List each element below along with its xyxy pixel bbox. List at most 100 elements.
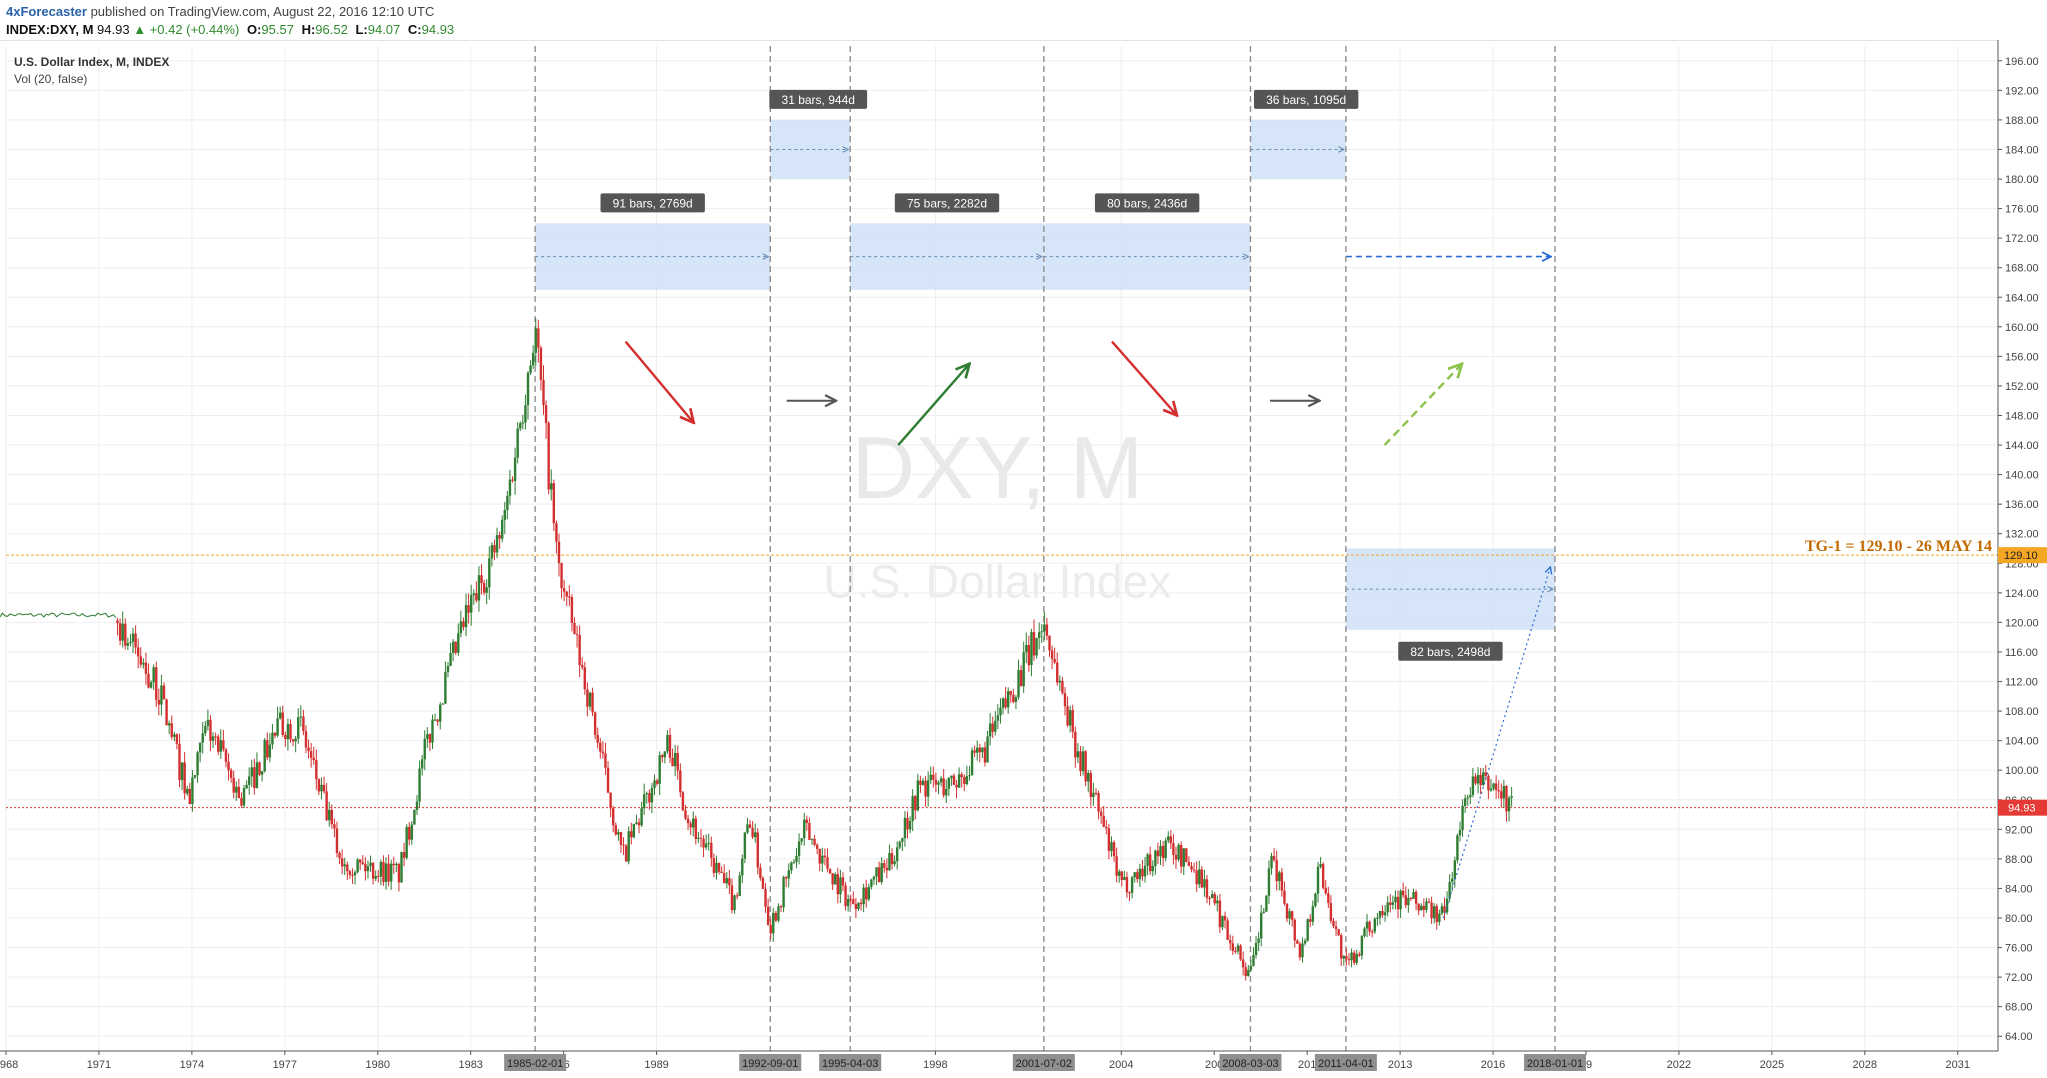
candle-body xyxy=(875,867,878,877)
candle-body xyxy=(470,595,473,613)
candle-body xyxy=(175,734,179,744)
price-tick-label: 136.00 xyxy=(2005,499,2039,511)
range-label: 91 bars, 2769d xyxy=(613,196,693,210)
candle-body xyxy=(947,777,951,789)
candle-body xyxy=(500,519,504,539)
candle-body xyxy=(761,877,765,889)
candle-body xyxy=(1120,871,1123,880)
candle-body xyxy=(1262,911,1265,913)
price-tick-label: 192.00 xyxy=(2005,85,2039,97)
candle-body xyxy=(748,824,752,828)
candle-body xyxy=(637,822,641,826)
candle-body xyxy=(872,876,876,880)
candle-body xyxy=(1298,943,1302,958)
candle-body xyxy=(1017,670,1020,698)
author-link[interactable]: 4xForecaster xyxy=(6,4,87,19)
candle-body xyxy=(578,635,581,666)
candle-body xyxy=(844,885,847,907)
candle-body xyxy=(1187,861,1191,867)
candle-body xyxy=(560,563,563,589)
candle-body xyxy=(1443,906,1446,913)
candle-body xyxy=(1376,917,1379,919)
candle-body xyxy=(1174,854,1178,860)
candle-body xyxy=(1084,751,1087,782)
date-range-box[interactable] xyxy=(535,223,771,290)
candle-body xyxy=(1373,918,1376,932)
candle-body xyxy=(581,665,584,668)
candle-body xyxy=(1414,891,1418,904)
candle-body xyxy=(204,725,207,734)
candle-body xyxy=(932,774,935,780)
candle-body xyxy=(743,832,747,859)
candle-body xyxy=(846,899,850,907)
candle-body xyxy=(1097,792,1100,812)
candle-body xyxy=(361,862,364,865)
candle-body xyxy=(1179,844,1183,867)
candle-body xyxy=(402,852,406,858)
candle-body xyxy=(1479,774,1482,786)
candle-body xyxy=(343,864,346,867)
low-value: 94.07 xyxy=(367,22,401,37)
candle-body xyxy=(1399,890,1402,910)
candle-body xyxy=(1087,772,1090,782)
low-label: L: xyxy=(355,22,368,37)
candle-body xyxy=(717,862,721,872)
price-tick-label: 84.00 xyxy=(2005,883,2033,895)
candle-body xyxy=(167,723,171,726)
candle-body xyxy=(999,707,1002,716)
price-chart[interactable]: DXY, M U.S. Dollar Index TG-1 = 129.10 - 2… xyxy=(0,40,2047,1078)
candle-body xyxy=(371,862,375,879)
date-marker-badge xyxy=(1314,1054,1377,1071)
candle-body xyxy=(428,734,432,743)
candle-body xyxy=(1386,902,1389,913)
candle-body xyxy=(271,732,274,745)
date-marker-badge xyxy=(504,1054,567,1071)
candle-body xyxy=(624,845,628,862)
candle-body xyxy=(753,832,757,838)
candle-body xyxy=(1311,906,1315,922)
candle-body xyxy=(813,838,816,845)
candle-body xyxy=(222,740,225,750)
candle-body xyxy=(1056,662,1059,683)
candle-body xyxy=(723,873,726,884)
candle-body xyxy=(955,784,958,788)
candle-body xyxy=(1350,952,1353,961)
candle-body xyxy=(1239,945,1242,960)
candle-body xyxy=(880,863,883,883)
candle-body xyxy=(632,823,636,838)
candle-body xyxy=(730,885,734,911)
candle-body xyxy=(769,924,772,934)
candle-body xyxy=(1420,905,1423,911)
candle-body xyxy=(1094,792,1098,794)
candle-body xyxy=(289,724,292,740)
candle-body xyxy=(741,858,744,876)
candle-body xyxy=(1032,632,1036,656)
candle-body xyxy=(268,744,272,758)
range-label-bg xyxy=(600,193,705,213)
time-tick-label: 1998 xyxy=(923,1059,947,1071)
trend-arrow-down[interactable] xyxy=(1111,340,1177,416)
candle-body xyxy=(395,863,398,866)
price-axis-bg xyxy=(1998,40,2047,1051)
candle-body xyxy=(1453,860,1457,879)
candle-body xyxy=(1293,919,1296,941)
trend-arrow-projected[interactable] xyxy=(1383,364,1462,446)
trend-arrow-up[interactable] xyxy=(897,364,969,446)
candle-body xyxy=(684,810,687,819)
candle-body xyxy=(444,672,447,704)
candle-body xyxy=(766,906,770,925)
candle-body xyxy=(129,641,132,644)
candle-body xyxy=(1471,776,1475,796)
price-tick-label: 184.00 xyxy=(2005,144,2039,156)
candle-body xyxy=(1275,859,1278,882)
candle-body xyxy=(188,788,192,804)
symbol-quote-line: INDEX:DXY, M 94.93 ▲ +0.42 (+0.44%) O:95… xyxy=(6,22,454,37)
time-tick-label: 1971 xyxy=(87,1059,111,1071)
candle-body xyxy=(193,775,197,778)
candle-body xyxy=(353,872,357,876)
candle-body xyxy=(642,794,646,809)
candle-body xyxy=(865,887,868,900)
trend-arrow-down[interactable] xyxy=(624,340,694,423)
chart-legend: U.S. Dollar Index, M, INDEX Vol (20, fal… xyxy=(14,54,169,88)
candle-body xyxy=(1283,890,1286,904)
